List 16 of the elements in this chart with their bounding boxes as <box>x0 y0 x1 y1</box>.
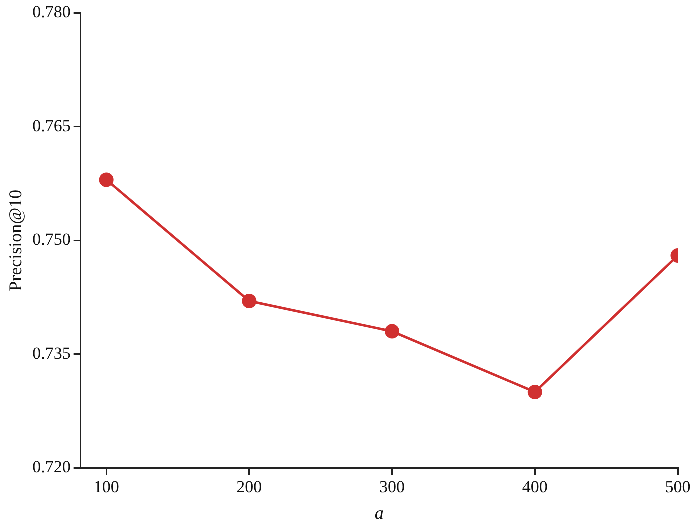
y-tick-label: 0.735 <box>32 344 71 363</box>
point <box>242 294 257 308</box>
y-tick-label: 0.750 <box>32 230 71 250</box>
point <box>99 172 114 188</box>
x-tick-label: 400 <box>522 478 548 497</box>
y-axis-title: Precision@10 <box>6 190 26 292</box>
y-tick-label: 0.780 <box>32 2 71 22</box>
x-tick-label: 500 <box>665 478 691 497</box>
point <box>528 384 542 400</box>
x-axis-title: a <box>374 502 384 523</box>
x-tick-label: 300 <box>380 478 406 497</box>
x-tick-label: 200 <box>236 478 262 497</box>
y-tick-label: 0.720 <box>32 457 71 476</box>
y-tick-label: 0.765 <box>32 116 71 136</box>
point <box>385 324 400 339</box>
x-tick-label: 100 <box>94 478 120 497</box>
